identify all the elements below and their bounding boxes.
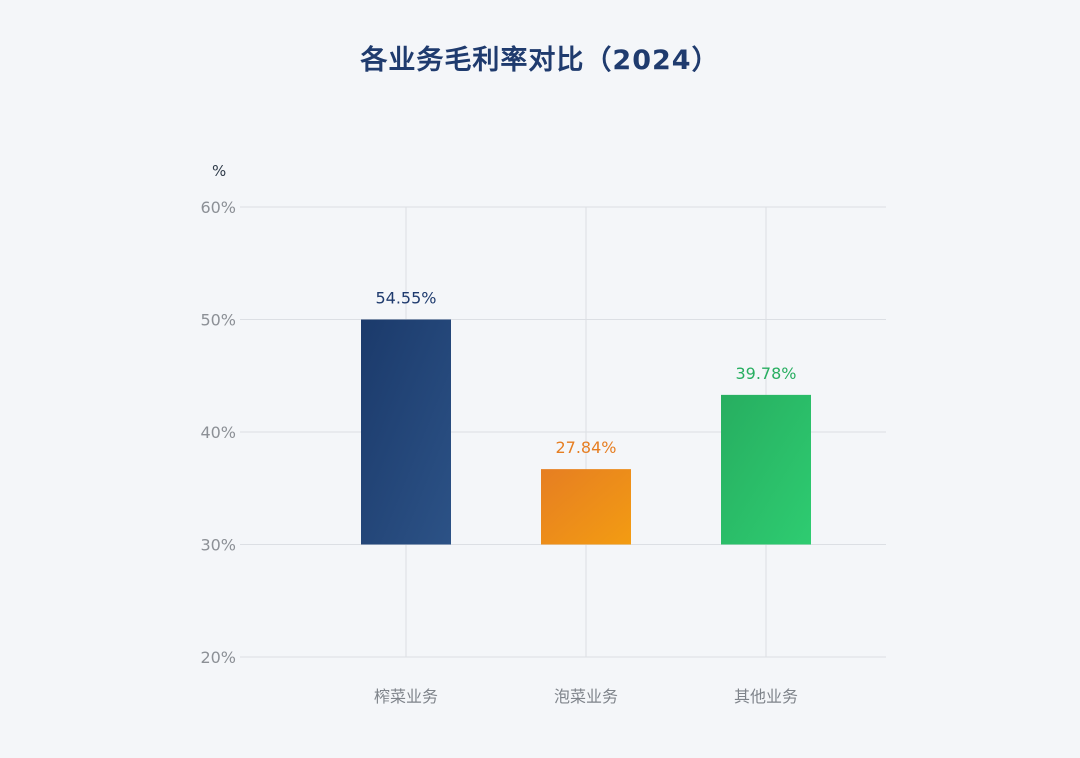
- category-label: 泡菜业务: [554, 687, 618, 706]
- category-label: 榨菜业务: [374, 687, 438, 706]
- bars-group: [361, 319, 811, 545]
- y-tick-label: 30%: [200, 536, 236, 555]
- bar: [721, 394, 811, 545]
- y-axis-unit-label: %: [212, 162, 226, 180]
- value-label: 27.84%: [555, 438, 616, 457]
- y-tick-label: 40%: [200, 423, 236, 442]
- y-axis-ticks: 20% 30% 40% 50% 60%: [200, 198, 236, 667]
- y-tick-label: 50%: [200, 311, 236, 330]
- category-labels-group: 榨菜业务 泡菜业务 其他业务: [374, 687, 798, 706]
- y-tick-label: 60%: [200, 198, 236, 217]
- value-label: 54.55%: [375, 289, 436, 308]
- chart-title: 各业务毛利率对比（2024）: [360, 45, 720, 76]
- value-label: 39.78%: [735, 364, 796, 383]
- bar: [361, 319, 451, 545]
- bar: [541, 469, 631, 545]
- category-label: 其他业务: [734, 687, 798, 706]
- value-labels-group: 54.55% 27.84% 39.78%: [375, 289, 796, 458]
- y-tick-label: 20%: [200, 648, 236, 667]
